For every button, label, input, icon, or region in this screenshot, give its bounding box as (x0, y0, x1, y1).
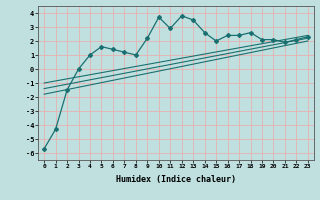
X-axis label: Humidex (Indice chaleur): Humidex (Indice chaleur) (116, 175, 236, 184)
